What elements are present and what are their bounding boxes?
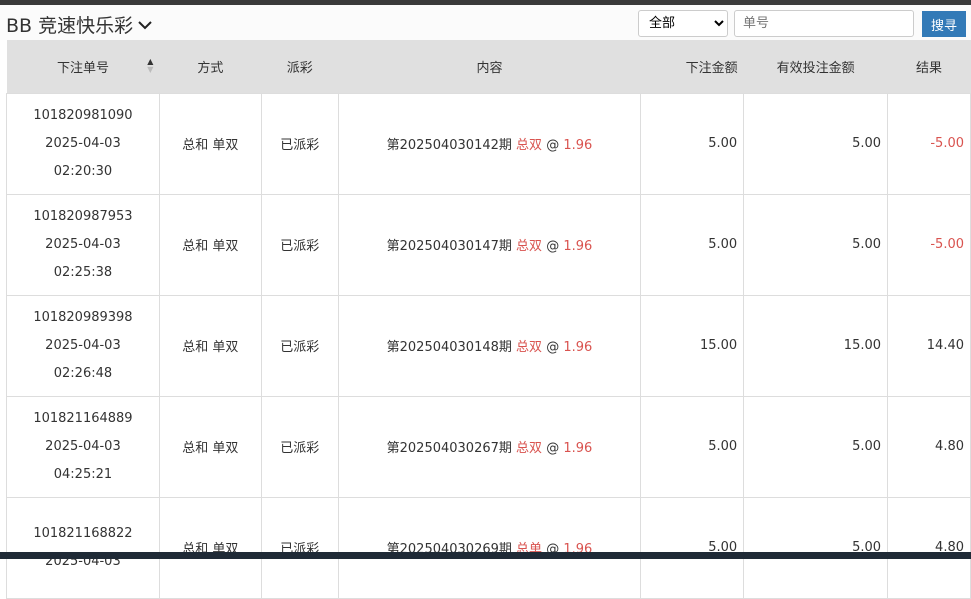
- payout-status: 已派彩: [260, 496, 339, 599]
- game-selector[interactable]: BB 竞速快乐彩: [6, 11, 153, 38]
- at: @: [546, 138, 560, 153]
- column-header: 内容: [338, 40, 641, 93]
- order-date: 2025-04-03: [45, 438, 121, 454]
- pick: 总双: [516, 340, 543, 355]
- order-id: 101820981090: [33, 107, 133, 123]
- order-id: 101820987953: [33, 208, 133, 224]
- order-time: 02:25:38: [53, 264, 113, 280]
- table-row: 101820987953 2025-04-03 02:25:38 总和 单双 已派彩…: [6, 193, 971, 296]
- method: 总和 单双: [158, 193, 262, 296]
- valid-amount: 5.00: [743, 193, 889, 296]
- bet-amount: 5.00: [640, 92, 745, 195]
- payout-status: 已派彩: [260, 294, 339, 397]
- column-label: 结果: [916, 60, 943, 76]
- column-label: 有效投注金额: [776, 60, 855, 76]
- bottom-bar: [0, 552, 971, 559]
- payout-status: 已派彩: [260, 92, 339, 195]
- payout-status: 已派彩: [260, 395, 339, 498]
- column-header[interactable]: 下注单号 ▲ ▼: [6, 40, 160, 93]
- at: @: [546, 239, 560, 254]
- order-cell: 101821168822 2025-04-03: [6, 496, 160, 599]
- top-bar: [0, 0, 971, 5]
- at: @: [546, 441, 560, 456]
- issue: 第202504030267期: [386, 441, 512, 456]
- column-label: 派彩: [286, 60, 313, 76]
- order-date: 2025-04-03: [45, 236, 121, 252]
- bet-amount: 15.00: [640, 294, 745, 397]
- column-header: 有效投注金额: [743, 40, 888, 93]
- result: 4.80: [887, 395, 971, 498]
- bet-amount: 5.00: [640, 193, 745, 296]
- column-header: 派彩: [261, 40, 339, 93]
- filter-select[interactable]: 全部: [638, 10, 728, 37]
- order-cell: 101821164889 2025-04-03 04:25:21: [6, 395, 160, 498]
- issue: 第202504030142期: [386, 138, 512, 153]
- column-header: 下注金额: [640, 40, 744, 93]
- chevron-down-icon: [138, 20, 152, 29]
- odds: 1.96: [563, 239, 593, 254]
- bet-table: 下注单号 ▲ ▼ 方式 派彩 内容 下注金额 有效投注金额 结果 101820981090 202…: [6, 40, 971, 599]
- content: 第202504030147期 总双 @ 1.96: [337, 193, 642, 296]
- valid-amount: 15.00: [743, 294, 889, 397]
- page-header: BB 竞速快乐彩 全部 搜寻: [0, 5, 971, 40]
- content: 第202504030269期 总单 @ 1.96: [337, 496, 642, 599]
- pick: 总双: [516, 138, 543, 153]
- odds: 1.96: [563, 340, 593, 355]
- order-time: 02:26:48: [53, 365, 113, 381]
- order-id: 101821164889: [33, 410, 133, 426]
- order-time: 04:25:21: [53, 466, 113, 482]
- result: 14.40: [887, 294, 971, 397]
- table-row: 101821168822 2025-04-03 总和 单双 已派彩 第202504…: [6, 496, 971, 599]
- order-id: 101821168822: [33, 525, 133, 541]
- valid-amount: 5.00: [743, 92, 889, 195]
- odds: 1.96: [563, 138, 593, 153]
- order-cell: 101820981090 2025-04-03 02:20:30: [6, 92, 160, 195]
- order-date: 2025-04-03: [45, 135, 121, 151]
- bet-amount: 5.00: [640, 496, 745, 599]
- result: -5.00: [887, 193, 971, 296]
- pick: 总双: [516, 239, 543, 254]
- result: -5.00: [887, 92, 971, 195]
- column-header: 方式: [159, 40, 262, 93]
- column-label: 下注单号: [56, 60, 109, 76]
- pick: 总双: [516, 441, 543, 456]
- odds: 1.96: [563, 441, 593, 456]
- payout-status: 已派彩: [260, 193, 339, 296]
- result: 4.80: [887, 496, 971, 599]
- content: 第202504030142期 总双 @ 1.96: [337, 92, 642, 195]
- column-header: 结果: [887, 40, 971, 93]
- order-id: 101820989398: [33, 309, 133, 325]
- content: 第202504030148期 总双 @ 1.96: [337, 294, 642, 397]
- order-date: 2025-04-03: [45, 337, 121, 353]
- order-time: 02:20:30: [53, 163, 113, 179]
- column-label: 内容: [476, 60, 503, 76]
- table-row: 101821164889 2025-04-03 04:25:21 总和 单双 已派彩…: [6, 395, 971, 498]
- method: 总和 单双: [158, 395, 262, 498]
- order-cell: 101820989398 2025-04-03 02:26:48: [6, 294, 160, 397]
- order-cell: 101820987953 2025-04-03 02:25:38: [6, 193, 160, 296]
- at: @: [546, 340, 560, 355]
- issue: 第202504030147期: [386, 239, 512, 254]
- valid-amount: 5.00: [743, 496, 889, 599]
- issue: 第202504030148期: [386, 340, 512, 355]
- order-number-input[interactable]: [734, 10, 914, 37]
- column-label: 方式: [197, 60, 224, 76]
- bet-amount: 5.00: [640, 395, 745, 498]
- method: 总和 单双: [158, 294, 262, 397]
- sort-icon[interactable]: ▲ ▼: [147, 57, 154, 74]
- method: 总和 单双: [158, 496, 262, 599]
- method: 总和 单双: [158, 92, 262, 195]
- content: 第202504030267期 总双 @ 1.96: [337, 395, 642, 498]
- table-row: 101820981090 2025-04-03 02:20:30 总和 单双 已派彩…: [6, 92, 971, 195]
- column-label: 下注金额: [685, 60, 738, 76]
- search-button[interactable]: 搜寻: [922, 11, 966, 37]
- valid-amount: 5.00: [743, 395, 889, 498]
- page-title: BB 竞速快乐彩: [6, 15, 134, 37]
- table-row: 101820989398 2025-04-03 02:26:48 总和 单双 已派彩…: [6, 294, 971, 397]
